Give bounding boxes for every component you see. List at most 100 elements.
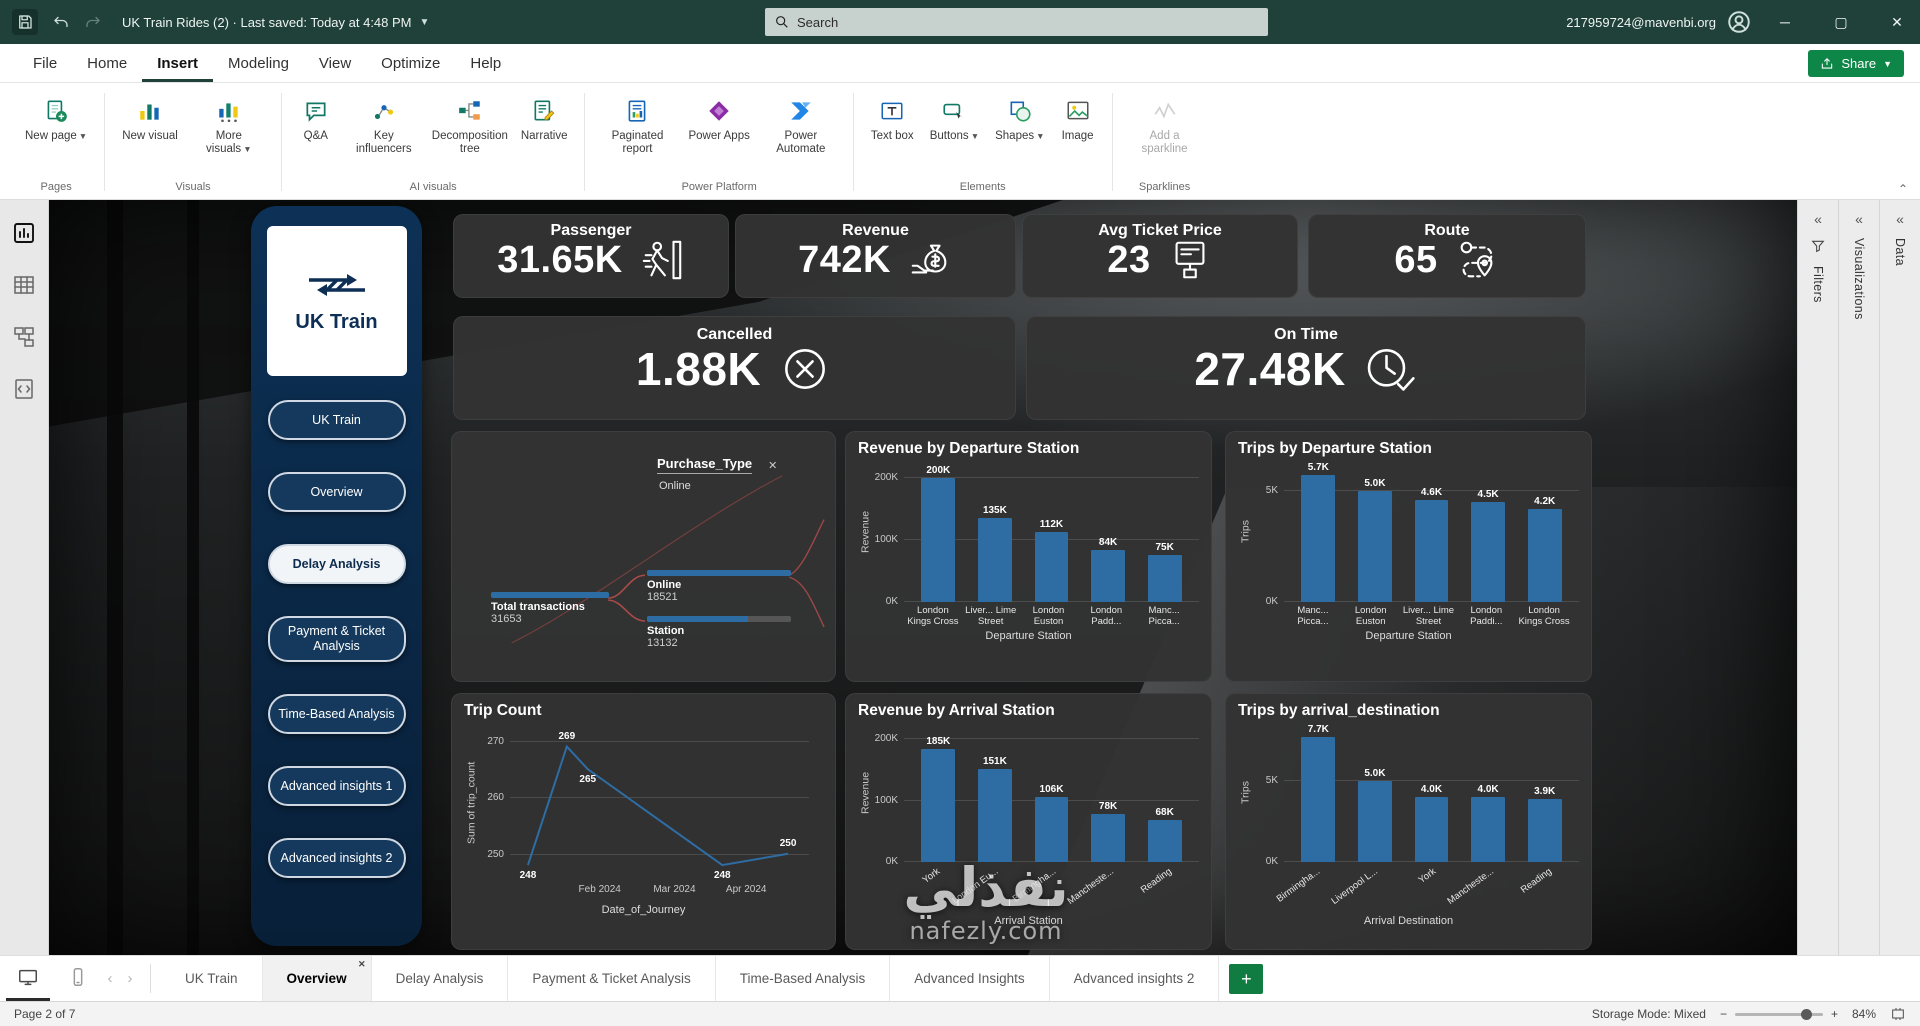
decomposition-tree-button[interactable]: Decomposition tree bbox=[428, 93, 512, 158]
fit-to-page-icon[interactable] bbox=[1890, 1006, 1906, 1022]
kpi-card-on-time[interactable]: On Time 27.48K bbox=[1026, 316, 1586, 420]
data-pane-collapsed[interactable]: « Data bbox=[1879, 200, 1920, 955]
account-email[interactable]: 217959724@mavenbi.org bbox=[1566, 14, 1716, 30]
expand-visualizations-icon[interactable]: « bbox=[1855, 211, 1863, 227]
bar[interactable] bbox=[1034, 797, 1069, 862]
zoom-in-button[interactable]: + bbox=[1830, 1007, 1838, 1021]
undo-icon[interactable] bbox=[52, 13, 70, 31]
page-tab-payment-ticket-analysis[interactable]: Payment & Ticket Analysis bbox=[508, 956, 716, 1001]
trips-by-arrival-chart[interactable]: Trips by arrival_destination Trips 0K 5K 7.… bbox=[1225, 693, 1592, 950]
bar[interactable] bbox=[921, 748, 956, 862]
bar[interactable] bbox=[1527, 508, 1562, 602]
expand-filters-icon[interactable]: « bbox=[1814, 211, 1822, 227]
dt-node-station[interactable]: Station 13132 bbox=[647, 616, 791, 649]
text-box-button[interactable]: Text box bbox=[864, 93, 921, 145]
nav-button-uk-train[interactable]: UK Train bbox=[267, 400, 406, 440]
kpi-card-revenue[interactable]: Revenue 742K bbox=[735, 214, 1016, 298]
table-view-button[interactable] bbox=[9, 270, 39, 300]
menu-help[interactable]: Help bbox=[470, 54, 502, 72]
menu-home[interactable]: Home bbox=[87, 54, 128, 72]
close-tab-icon[interactable]: ✕ bbox=[358, 959, 366, 969]
power-apps-button[interactable]: Power Apps bbox=[681, 93, 756, 145]
shapes-button[interactable]: Shapes ▼ bbox=[988, 93, 1051, 145]
bar[interactable] bbox=[921, 477, 956, 602]
new-page-tab-button[interactable]: + bbox=[1229, 963, 1264, 994]
expand-data-icon[interactable]: « bbox=[1896, 211, 1904, 227]
more-visuals-button[interactable]: More visuals ▼ bbox=[187, 93, 271, 158]
bar[interactable] bbox=[1301, 475, 1336, 602]
desktop-view-button[interactable] bbox=[6, 956, 50, 1001]
zoom-out-button[interactable]: − bbox=[1719, 1007, 1727, 1021]
menu-view[interactable]: View bbox=[318, 54, 352, 72]
visualizations-pane-collapsed[interactable]: « Visualizations bbox=[1838, 200, 1879, 955]
collapse-ribbon-icon[interactable]: ⌃ bbox=[1897, 182, 1908, 196]
menu-modeling[interactable]: Modeling bbox=[228, 54, 289, 72]
paginated-report-button[interactable]: Paginated report bbox=[595, 93, 679, 158]
revenue-by-arrival-chart[interactable]: Revenue by Arrival Station Revenue 0K 100K… bbox=[845, 693, 1212, 950]
remove-level-icon[interactable]: ✕ bbox=[768, 459, 778, 472]
trips-by-departure-chart[interactable]: Trips by Departure Station Trips 0K 5K 5.7K… bbox=[1225, 431, 1592, 682]
kpi-card-avg-ticket-price[interactable]: Avg Ticket Price 23 bbox=[1022, 214, 1298, 298]
page-tab-time-based-analysis[interactable]: Time-Based Analysis bbox=[716, 956, 891, 1001]
scroll-tabs-left-icon[interactable]: ‹ bbox=[107, 970, 113, 987]
maximize-button[interactable]: ▢ bbox=[1834, 13, 1848, 30]
bar[interactable] bbox=[1034, 532, 1069, 602]
nav-button-time-based-analysis[interactable]: Time-Based Analysis bbox=[267, 694, 406, 734]
narrative-button[interactable]: Narrative bbox=[514, 93, 575, 145]
bar[interactable] bbox=[1527, 798, 1562, 862]
mobile-view-button[interactable] bbox=[56, 956, 100, 1001]
revenue-by-departure-chart[interactable]: Revenue by Departure Station Revenue 0K 10… bbox=[845, 431, 1212, 682]
bar[interactable] bbox=[1147, 555, 1182, 602]
nav-button-overview[interactable]: Overview bbox=[267, 472, 406, 512]
title-dropdown-caret-icon[interactable]: ▼ bbox=[419, 16, 430, 28]
scroll-tabs-right-icon[interactable]: › bbox=[127, 970, 133, 987]
bar[interactable] bbox=[1357, 780, 1392, 862]
add-sparkline-button[interactable]: Add a sparkline bbox=[1123, 93, 1207, 158]
account-avatar-icon[interactable] bbox=[1726, 9, 1752, 35]
bar[interactable] bbox=[1471, 502, 1506, 602]
page-tab-overview[interactable]: Overview ✕ bbox=[262, 956, 372, 1001]
bar[interactable] bbox=[1414, 499, 1449, 602]
dt-root-node[interactable]: Total transactions 31653 bbox=[491, 592, 609, 625]
bar[interactable] bbox=[1091, 549, 1126, 602]
bar[interactable] bbox=[1414, 797, 1449, 862]
minimize-button[interactable]: ─ bbox=[1780, 14, 1790, 30]
page-tab-advanced-insights-2[interactable]: Advanced insights 2 bbox=[1050, 956, 1220, 1001]
image-button[interactable]: Image bbox=[1054, 93, 1102, 145]
menu-file[interactable]: File bbox=[33, 54, 58, 72]
bar[interactable] bbox=[977, 518, 1012, 602]
nav-button-advanced-insights-1[interactable]: Advanced insights 1 bbox=[267, 766, 406, 806]
kpi-card-cancelled[interactable]: Cancelled 1.88K bbox=[453, 316, 1016, 420]
key-influencers-button[interactable]: Key influencers bbox=[342, 93, 426, 158]
kpi-card-route[interactable]: Route 65 bbox=[1308, 214, 1586, 298]
search-input[interactable] bbox=[765, 8, 1268, 36]
filters-pane-collapsed[interactable]: « Filters bbox=[1797, 200, 1838, 955]
zoom-slider-thumb[interactable] bbox=[1800, 1008, 1812, 1020]
nav-button-delay-analysis[interactable]: Delay Analysis bbox=[267, 544, 406, 584]
bar[interactable] bbox=[977, 769, 1012, 862]
model-view-button[interactable] bbox=[9, 322, 39, 352]
page-tab-delay-analysis[interactable]: Delay Analysis bbox=[372, 956, 509, 1001]
new-page-button[interactable]: New page ▼ bbox=[18, 93, 94, 145]
bar[interactable] bbox=[1147, 820, 1182, 862]
bar[interactable] bbox=[1091, 814, 1126, 862]
trip-count-line-chart[interactable]: Trip Count Sum of trip_count 250 260 270 248… bbox=[451, 693, 836, 950]
redo-icon[interactable] bbox=[84, 13, 102, 31]
zoom-slider[interactable] bbox=[1734, 1008, 1823, 1020]
share-button[interactable]: Share ▼ bbox=[1808, 50, 1904, 77]
purchase-type-decomposition-visual[interactable]: Purchase_Type ✕ Online Total transaction… bbox=[451, 431, 836, 682]
report-view-button[interactable] bbox=[9, 218, 39, 248]
nav-button-payment-ticket-analysis[interactable]: Payment & Ticket Analysis bbox=[267, 616, 406, 662]
page-tab-uk-train[interactable]: UK Train bbox=[161, 956, 263, 1001]
save-button[interactable] bbox=[12, 9, 38, 35]
bar[interactable] bbox=[1471, 797, 1506, 862]
close-button[interactable]: ✕ bbox=[1891, 13, 1903, 30]
qa-button[interactable]: Q&A bbox=[292, 93, 340, 145]
buttons-button[interactable]: Buttons ▼ bbox=[923, 93, 986, 145]
bar[interactable] bbox=[1301, 737, 1336, 862]
new-visual-button[interactable]: New visual bbox=[115, 93, 185, 145]
menu-insert[interactable]: Insert bbox=[142, 44, 214, 82]
dax-query-view-button[interactable] bbox=[9, 374, 39, 404]
kpi-card-passenger[interactable]: Passenger 31.65K bbox=[453, 214, 729, 298]
bar[interactable] bbox=[1357, 490, 1392, 602]
